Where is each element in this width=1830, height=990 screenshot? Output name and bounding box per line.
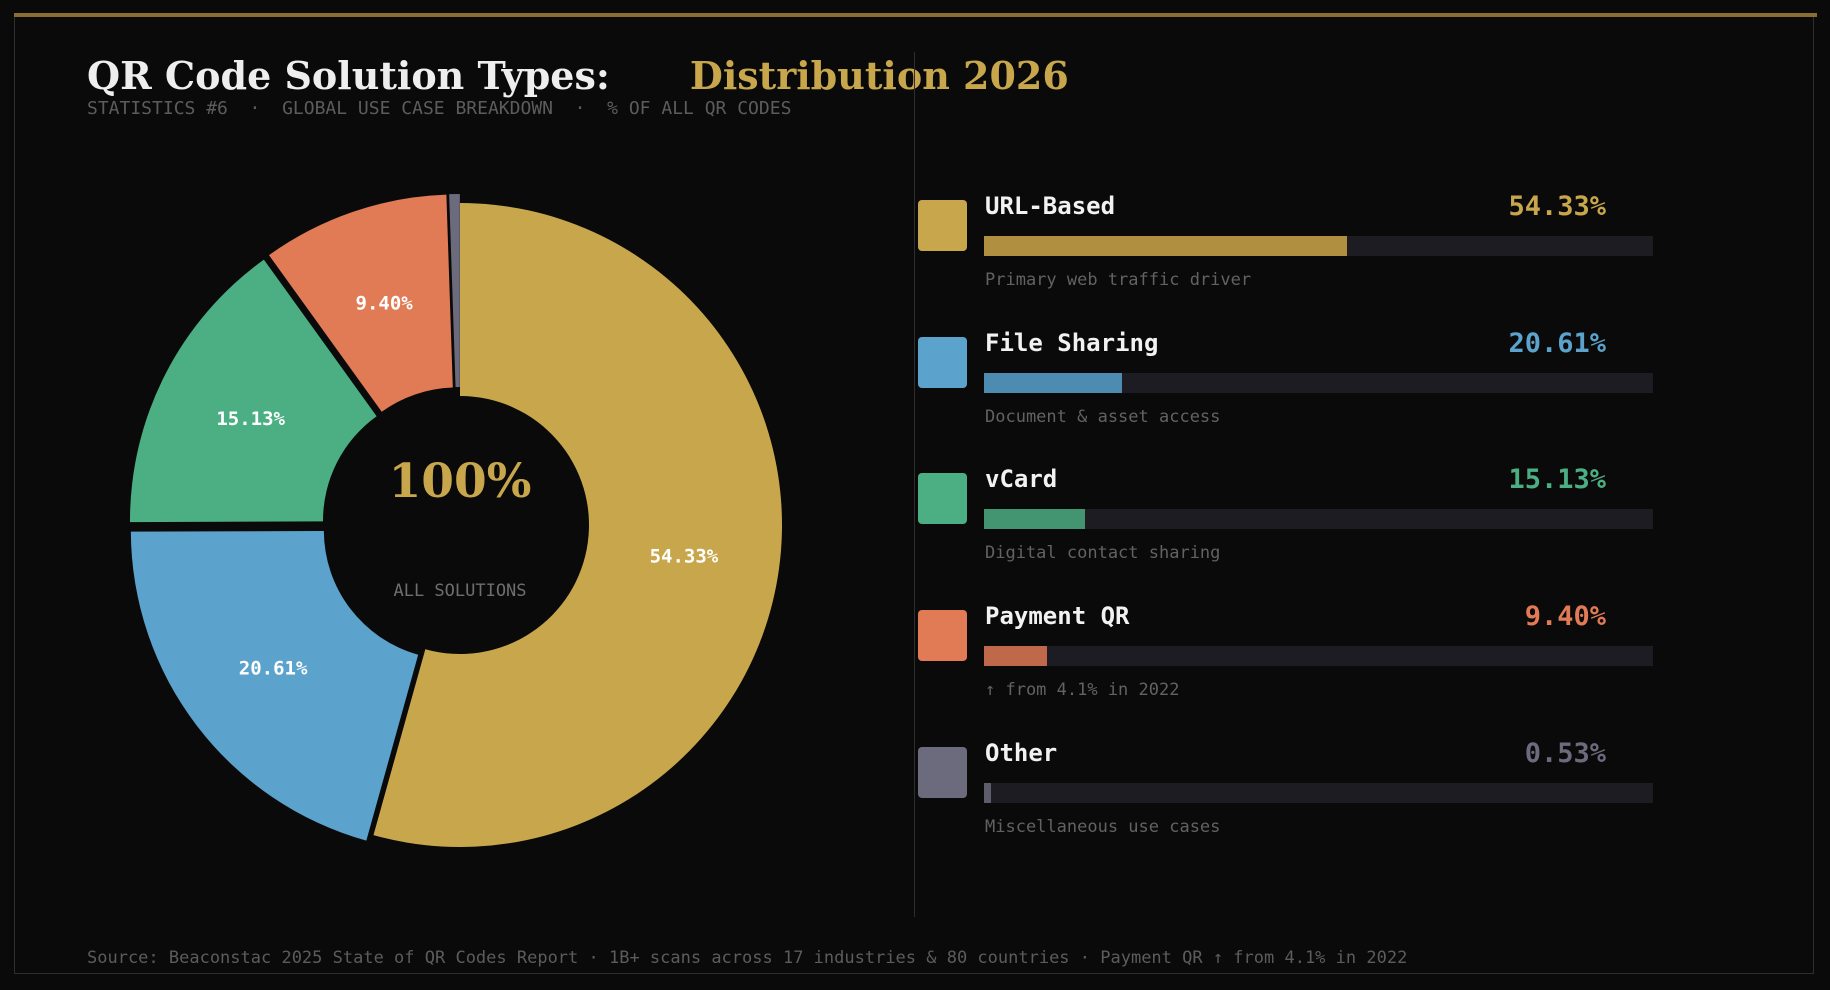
legend-percent: 20.61%	[1508, 328, 1606, 359]
donut-center-value: 100%	[389, 454, 532, 509]
donut-slice-payment-qr	[268, 194, 453, 412]
legend-percent: 54.33%	[1508, 191, 1606, 222]
donut-slices	[129, 194, 782, 847]
donut-data-label: 15.13%	[216, 408, 285, 430]
legend-item-payment-qr: Payment QR 9.40% ↑ from 4.1% in 2022	[918, 600, 1698, 720]
legend-item-vcard: vCard 15.13% Digital contact sharing	[918, 463, 1698, 583]
progress-fill	[984, 509, 1086, 529]
progress-track	[984, 236, 1653, 256]
vertical-divider	[914, 52, 915, 917]
title-accent: Distribution 2026	[689, 53, 1069, 98]
progress-track	[984, 509, 1653, 529]
progress-fill	[984, 783, 991, 803]
donut-chart: 54.33% 20.61% 15.13% 9.40% 100% ALL SOLUTIO…	[129, 194, 782, 847]
title-main: QR Code Solution Types:	[87, 53, 610, 98]
page-subtitle: STATISTICS #6 · GLOBAL USE CASE BREAKDOW…	[87, 98, 792, 119]
donut-slice-vcard	[129, 259, 377, 523]
legend-label: Other	[985, 739, 1058, 767]
progress-track	[984, 783, 1653, 803]
donut-slice-url-based	[373, 203, 782, 847]
page-title: QR Code Solution Types: Distribution 2026	[87, 48, 1069, 104]
legend-swatch	[918, 610, 967, 661]
legend-label: URL-Based	[985, 192, 1116, 220]
legend-item-other: Other 0.53% Miscellaneous use cases	[918, 737, 1698, 857]
legend-swatch	[918, 747, 967, 798]
donut-data-label: 9.40%	[356, 293, 414, 315]
legend-item-url-based: URL-Based 54.33% Primary web traffic dri…	[918, 190, 1698, 310]
source-footnote: Source: Beaconstac 2025 State of QR Code…	[87, 948, 1408, 968]
legend-swatch	[918, 337, 967, 388]
legend-percent: 0.53%	[1524, 738, 1606, 769]
legend-percent: 15.13%	[1508, 464, 1606, 495]
legend-label: Payment QR	[985, 602, 1130, 630]
progress-track	[984, 646, 1653, 666]
donut-slice-other	[449, 194, 460, 388]
progress-fill	[984, 646, 1047, 666]
legend-description: Document & asset access	[985, 407, 1221, 427]
legend-label: File Sharing	[985, 329, 1159, 357]
legend-swatch	[918, 200, 967, 251]
donut-center-label: ALL SOLUTIONS	[393, 581, 526, 601]
legend-percent: 9.40%	[1524, 601, 1606, 632]
legend-description: Digital contact sharing	[985, 543, 1221, 563]
progress-fill	[984, 373, 1122, 393]
progress-fill	[984, 236, 1348, 256]
donut-data-label: 54.33%	[650, 546, 719, 568]
legend-item-file-sharing: File Sharing 20.61% Document & asset acc…	[918, 327, 1698, 447]
donut-slice-labels: 54.33% 20.61% 15.13% 9.40%	[216, 293, 718, 680]
legend-description: Primary web traffic driver	[985, 270, 1252, 290]
donut-data-label: 20.61%	[239, 657, 308, 679]
legend-swatch	[918, 473, 967, 524]
legend-description: ↑ from 4.1% in 2022	[985, 680, 1180, 700]
top-accent-rule	[14, 13, 1817, 17]
donut-slice-file-sharing	[130, 530, 419, 841]
legend-label: vCard	[985, 465, 1058, 493]
progress-track	[984, 373, 1653, 393]
legend-description: Miscellaneous use cases	[985, 817, 1221, 837]
